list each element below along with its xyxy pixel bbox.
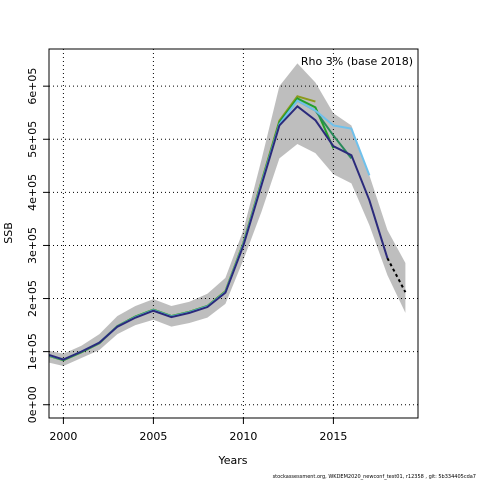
annotation: Rho 3% (base 2018) [301, 55, 413, 68]
plot-frame [48, 48, 419, 419]
y-tick-label: 2e+05 [26, 280, 39, 317]
x-tick-label: 2015 [319, 430, 347, 443]
confidence-band [49, 63, 406, 366]
y-tick-label: 0e+00 [26, 386, 39, 423]
x-tick-label: 2000 [49, 430, 77, 443]
y-tick-label: 6e+05 [26, 68, 39, 105]
y-axis-label: SSB [2, 222, 15, 244]
plot [49, 49, 418, 418]
series-line [49, 104, 389, 361]
footer: stockassessment.org, WKDEM2020_newconf_t… [273, 474, 476, 480]
y-tick-label: 1e+05 [26, 333, 39, 370]
y-tick-label: 4e+05 [26, 174, 39, 211]
x-tick-label: 2005 [139, 430, 167, 443]
y-tick-label: 3e+05 [26, 227, 39, 264]
x-tick-label: 2010 [229, 430, 257, 443]
x-axis-label: Years [217, 454, 247, 467]
series-line [386, 257, 407, 293]
y-tick-label: 5e+05 [26, 121, 39, 158]
